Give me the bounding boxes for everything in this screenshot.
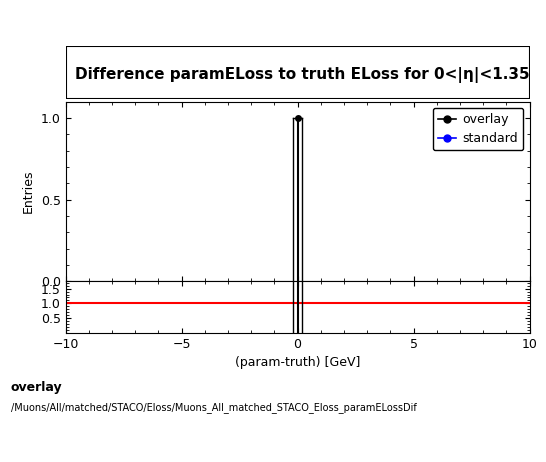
Text: /Muons/All/matched/STACO/Eloss/Muons_All_matched_STACO_Eloss_paramELossDif: /Muons/All/matched/STACO/Eloss/Muons_All… bbox=[11, 402, 417, 413]
Legend: overlay, standard: overlay, standard bbox=[433, 108, 524, 150]
Y-axis label: Entries: Entries bbox=[22, 170, 35, 213]
Text: overlay: overlay bbox=[11, 381, 63, 394]
Text: Difference paramELoss to truth ELoss for 0<|η|<1.35: Difference paramELoss to truth ELoss for… bbox=[75, 67, 530, 84]
X-axis label: (param-truth) [GeV]: (param-truth) [GeV] bbox=[235, 356, 360, 369]
